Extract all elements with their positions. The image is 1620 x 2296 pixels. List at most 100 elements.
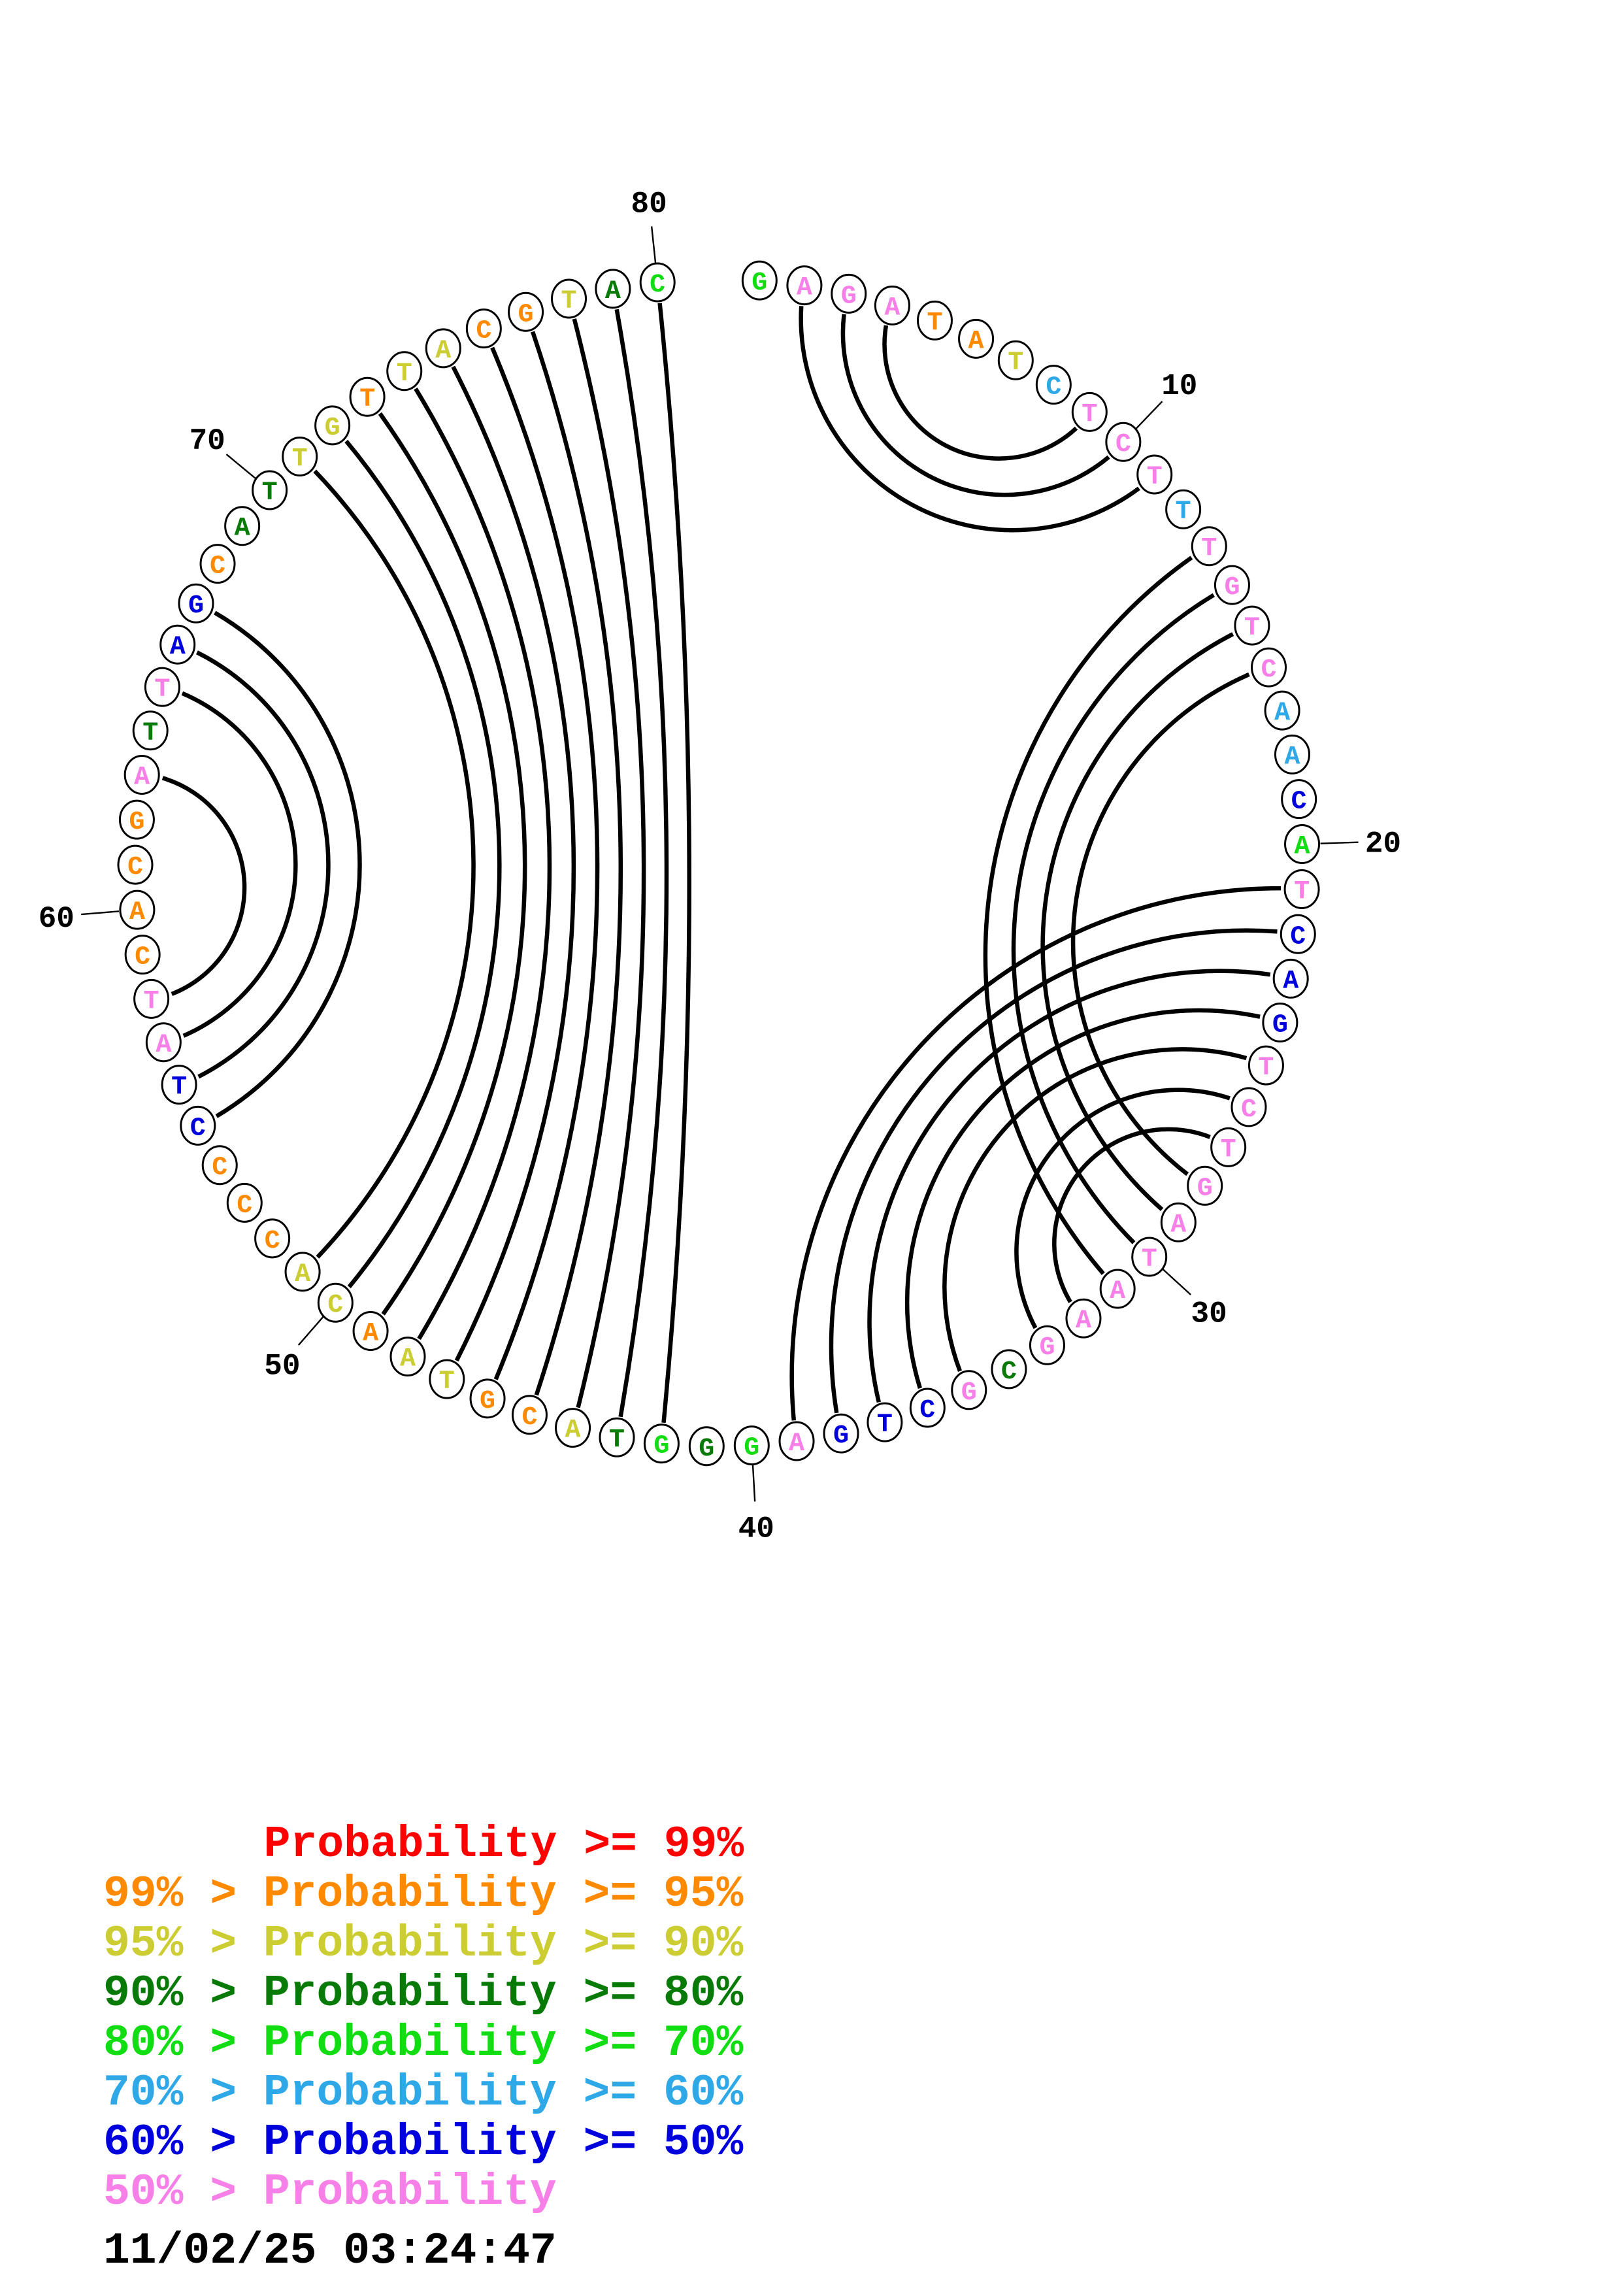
nucleotide-36: C [909,1388,946,1428]
nucleotide-circle-15 [1234,605,1270,646]
nucleotide-circle-56 [161,1065,197,1105]
nucleotide-letter-16: C [1261,656,1277,685]
legend-row-6: 70% > Probability >= 60% [103,2068,744,2118]
nucleotide-48: A [389,1337,426,1377]
pair-arc-49-73 [378,412,527,1316]
nucleotide-letter-29: A [1170,1210,1186,1240]
pair-arc-21-39 [789,886,1281,1421]
nucleotide-42: G [643,1423,680,1464]
nucleotide-75: A [425,328,461,369]
nucleotide-25: T [1248,1045,1284,1086]
nucleotide-letter-5: T [927,308,942,338]
nucleotide-circle-71 [282,437,318,477]
nucleotide-circle-26 [1231,1087,1267,1127]
nucleotide-46: G [469,1378,506,1419]
pair-arc-58-63 [161,776,247,996]
nucleotide-letter-64: T [142,719,158,748]
position-leader-20 [1320,841,1359,844]
position-label-20: 20 [1365,827,1401,861]
nucleotide-circle-4 [874,285,910,325]
nucleotide-30: T [1131,1237,1168,1277]
nucleotide-65: T [144,667,180,707]
nucleotide-circle-60 [119,890,156,930]
nucleotide-70: T [252,470,288,510]
nucleotide-circle-72 [314,405,351,446]
nucleotide-circle-40 [733,1425,770,1466]
nucleotide-22: C [1280,914,1316,954]
nucleotide-circle-1 [741,260,778,301]
nucleotide-53: C [226,1182,263,1223]
nucleotide-16: C [1251,647,1287,688]
nucleotide-28: G [1187,1165,1223,1206]
nucleotide-letter-19: C [1291,788,1307,817]
nucleotide-circle-70 [252,470,288,510]
nucleotide-letter-28: G [1197,1174,1213,1203]
nucleotide-7: T [997,340,1034,380]
nucleotide-43: T [599,1417,635,1457]
nucleotide-letter-62: G [129,808,144,837]
nucleotide-letter-68: C [210,552,225,582]
pair-arc-43-79 [614,308,669,1418]
pair-arc-55-67 [214,610,362,1118]
nucleotide-circle-36 [909,1388,946,1428]
nucleotide-77: G [508,291,544,332]
nucleotide-39: A [778,1421,815,1461]
nucleotide-17: A [1264,690,1300,731]
pair-arc-44-78 [572,318,646,1408]
nucleotide-circle-76 [465,308,502,349]
nucleotide-59: C [124,935,161,975]
nucleotide-letter-76: C [476,317,491,346]
nucleotide-letter-47: T [439,1367,455,1397]
nucleotide-letter-30: T [1142,1245,1157,1274]
nucleotide-38: G [823,1413,859,1454]
nucleotide-letter-58: T [144,987,159,1016]
nucleotide-circle-44 [555,1408,591,1448]
nucleotide-letter-50: C [327,1291,343,1320]
nucleotide-letter-61: C [127,853,143,882]
position-leader-80 [650,226,657,265]
nucleotide-circle-50 [317,1282,354,1323]
position-label-80: 80 [631,188,667,222]
nucleotide-letter-56: T [171,1073,187,1103]
nucleotide-66: A [159,624,196,665]
nucleotide-letter-36: C [919,1396,935,1425]
pair-arc-57-65 [181,691,298,1038]
nucleotide-letter-79: A [605,277,621,307]
nucleotide-circle-66 [159,624,196,665]
legend-row-3: 95% > Probability >= 90% [103,1919,744,1969]
nucleotide-26: C [1231,1087,1267,1127]
nucleotide-circle-20 [1284,824,1321,864]
nucleotide-letter-74: T [397,359,412,389]
nucleotide-circle-67 [178,583,214,624]
nucleotide-circle-38 [823,1413,859,1454]
nucleotide-letter-78: T [561,287,577,316]
nucleotide-letter-10: C [1116,430,1131,459]
nucleotide-circle-59 [124,935,161,975]
nucleotide-circle-68 [199,544,236,584]
nucleotide-circle-22 [1280,914,1316,954]
legend-row-1: Probability >= 99% [264,1820,744,1870]
nucleotide-61: C [117,844,154,885]
nucleotide-1: G [741,260,778,301]
nucleotide-11: T [1136,454,1173,495]
nucleotide-circle-45 [511,1395,548,1435]
nucleotide-19: C [1281,779,1317,820]
nucleotide-54: C [201,1145,238,1186]
nucleotide-letter-44: A [565,1416,581,1446]
pair-arc-25-35 [942,1047,1248,1373]
nucleotide-letter-22: C [1290,922,1306,952]
nucleotide-circle-6 [958,318,995,359]
nucleotide-letter-63: A [134,763,150,793]
position-label-10: 10 [1161,369,1197,403]
nucleotide-letter-51: A [295,1260,310,1289]
nucleotide-80: C [639,262,676,303]
nucleotide-circle-5 [916,300,953,341]
nucleotide-4: A [874,285,910,325]
nucleotide-letter-8: C [1046,373,1061,403]
pair-arc-42-80 [657,303,691,1423]
position-label-30: 30 [1191,1297,1227,1331]
nucleotide-letter-69: A [235,514,250,544]
nucleotide-64: T [132,710,169,751]
